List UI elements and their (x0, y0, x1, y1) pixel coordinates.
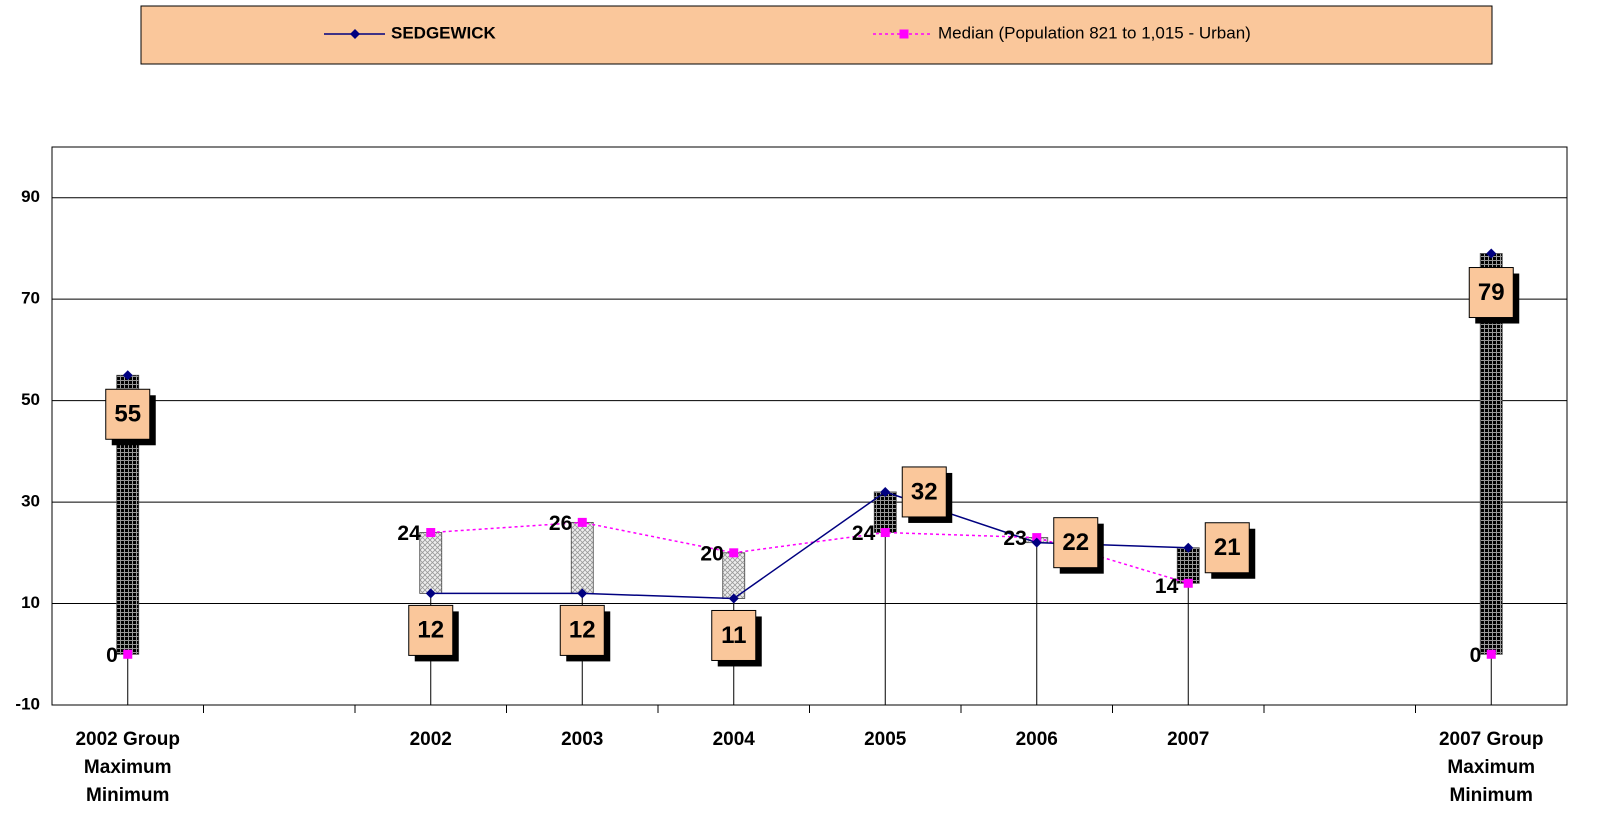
marker (426, 528, 436, 538)
data-label: 20 (700, 542, 723, 565)
label-box (1468, 267, 1514, 319)
label-box (1053, 517, 1099, 569)
x-tick-label: 2002 (409, 729, 452, 750)
marker (880, 486, 891, 497)
data-label: 0 (1470, 644, 1482, 667)
marker (1486, 248, 1497, 259)
data-label: 12 (569, 617, 596, 644)
data-label: 23 (1003, 527, 1026, 550)
data-label: 79 (1478, 279, 1505, 306)
marker (1486, 649, 1496, 659)
x-tick-label: 2004 (712, 729, 755, 750)
x-tick-label: 2006 (1015, 729, 1058, 750)
y-tick-label: 90 (21, 187, 40, 206)
marker (122, 370, 133, 381)
label-box (901, 466, 947, 518)
hi-lo-bar (570, 521, 594, 594)
y-tick-label: 30 (21, 492, 40, 511)
data-label: 21 (1214, 534, 1241, 561)
marker (1183, 542, 1194, 553)
y-tick-label: 50 (21, 390, 40, 409)
marker (728, 593, 739, 604)
marker (880, 528, 890, 538)
hi-lo-bar (722, 552, 746, 599)
y-tick-label: 70 (21, 289, 40, 308)
marker (1183, 578, 1193, 588)
label-box (559, 604, 605, 656)
marker (729, 548, 739, 558)
label-box (711, 609, 757, 661)
marker (899, 29, 909, 39)
hi-lo-bar (1176, 547, 1200, 584)
plot-area (51, 146, 1568, 706)
x-tick-label: 2002 Group Maximum Minimum (75, 729, 181, 806)
data-label: 22 (1062, 529, 1089, 556)
x-tick-label: 2007 (1167, 729, 1210, 750)
data-label: 26 (549, 512, 572, 535)
legend-box (140, 5, 1493, 65)
label-box (105, 388, 151, 440)
data-label: 24 (852, 522, 876, 545)
x-tick-label: 2007 Group Maximum Minimum (1438, 729, 1544, 806)
y-tick-label: 10 (21, 593, 40, 612)
marker (1032, 533, 1042, 543)
marker (1031, 537, 1042, 548)
x-tick-label: 2005 (864, 729, 907, 750)
marker (577, 517, 587, 527)
data-label: 32 (911, 478, 938, 505)
legend-label: SEDGEWICK (391, 23, 497, 42)
data-label: 11 (721, 622, 746, 649)
data-label: 55 (114, 401, 141, 428)
data-label: 0 (106, 644, 118, 667)
marker (350, 29, 360, 39)
data-label: 12 (417, 617, 444, 644)
marker (425, 588, 436, 599)
marker (123, 649, 133, 659)
label-box (408, 604, 454, 656)
hi-lo-bar (419, 532, 443, 594)
y-tick-label: -10 (15, 694, 40, 713)
label-box (1204, 522, 1250, 574)
data-label: 14 (1155, 575, 1179, 598)
legend-label: Median (Population 821 to 1,015 - Urban) (938, 23, 1251, 42)
data-label: 24 (397, 522, 421, 545)
x-tick-label: 2003 (561, 729, 604, 750)
marker (577, 588, 588, 599)
